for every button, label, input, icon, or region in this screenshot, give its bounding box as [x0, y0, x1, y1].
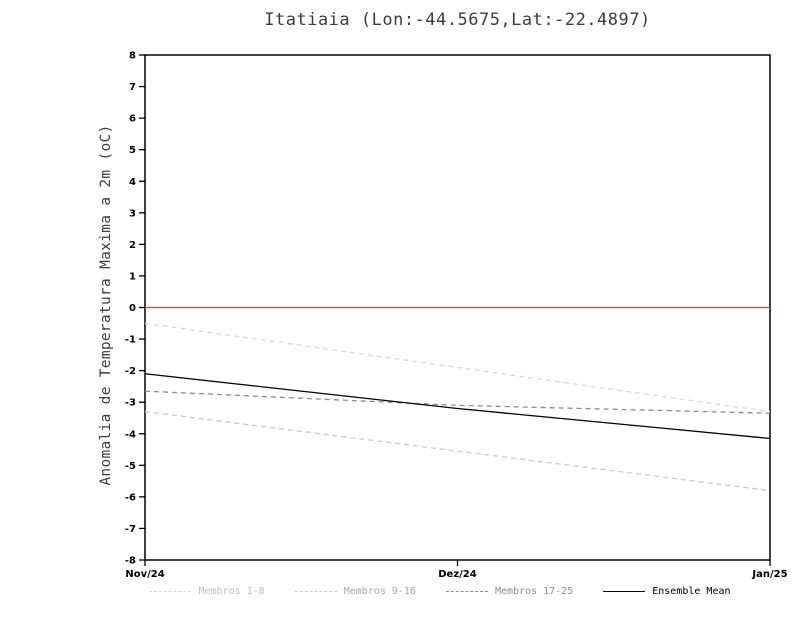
legend-label: Membros 17-25: [494, 586, 574, 597]
svg-text:0: 0: [129, 303, 136, 314]
legend-item-membros-17-25: Membros 17-25: [445, 586, 574, 597]
plot-svg: -8 -7 -6 -5 -4 -3 -2 -1 0 1 2 3 4 5 6 7 8 Nov/24 Dez/24 Jan…: [125, 51, 788, 581]
svg-text:-3: -3: [125, 398, 136, 409]
legend: Membros 1-8 Membros 9-16 Membros 17-25 E…: [110, 586, 770, 597]
svg-text:-4: -4: [125, 429, 136, 440]
svg-text:8: 8: [129, 51, 136, 62]
svg-text:-1: -1: [125, 335, 136, 346]
svg-text:Nov/24: Nov/24: [125, 569, 164, 580]
legend-label: Membros 1-8: [198, 586, 265, 597]
legend-item-membros-9-16: Membros 9-16: [294, 586, 416, 597]
svg-text:-2: -2: [125, 366, 136, 377]
svg-text:4: 4: [129, 177, 136, 188]
dashed-line-swatch: [445, 591, 488, 592]
svg-text:6: 6: [129, 114, 136, 125]
svg-text:1: 1: [129, 271, 136, 282]
dashed-line-swatch: [149, 591, 192, 592]
solid-line-swatch: [603, 591, 646, 592]
svg-text:-8: -8: [125, 556, 136, 567]
svg-text:2: 2: [129, 240, 136, 251]
svg-text:3: 3: [129, 208, 136, 219]
dashed-line-swatch: [294, 591, 337, 592]
svg-text:5: 5: [129, 145, 136, 156]
svg-text:-5: -5: [125, 461, 136, 472]
svg-text:-7: -7: [125, 524, 136, 535]
svg-text:-6: -6: [125, 492, 136, 503]
legend-label: Ensemble Mean: [652, 586, 731, 597]
svg-text:7: 7: [129, 82, 136, 93]
legend-item-membros-1-8: Membros 1-8: [149, 586, 265, 597]
legend-label: Membros 9-16: [343, 586, 416, 597]
chart-title: Itatiaia (Lon:-44.5675,Lat:-22.4897): [264, 10, 651, 30]
legend-item-ensemble-mean: Ensemble Mean: [603, 586, 731, 597]
svg-text:Dez/24: Dez/24: [438, 569, 477, 580]
svg-text:Jan/25: Jan/25: [751, 569, 787, 580]
